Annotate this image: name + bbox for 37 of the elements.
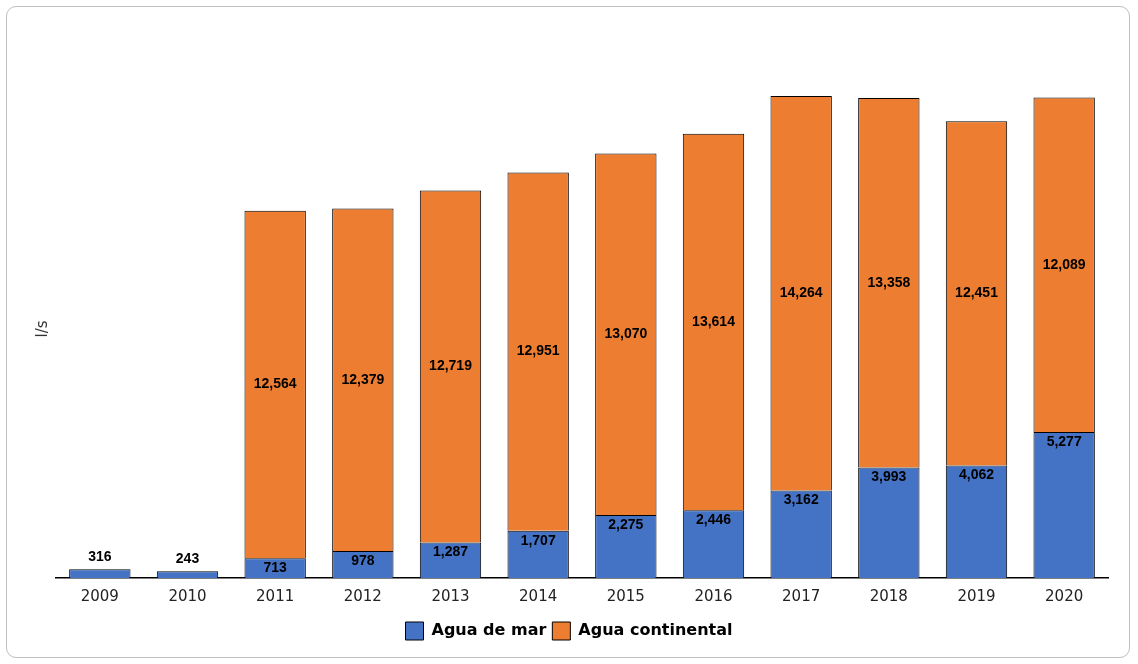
data-label: 4,062 — [958, 466, 995, 483]
data-label: 12,089 — [1042, 255, 1086, 272]
data-label: 12,379 — [341, 370, 385, 387]
x-tick-label: 2020 — [1045, 586, 1084, 605]
data-label: 243 — [175, 550, 200, 567]
x-tick-label: 2015 — [606, 586, 645, 605]
x-tick-label: 2009 — [80, 586, 119, 605]
x-tick-label: 2014 — [519, 586, 558, 605]
data-label: 13,614 — [692, 312, 736, 329]
data-label: 5,277 — [1046, 432, 1082, 449]
legend-label: Agua de mar — [431, 620, 547, 640]
data-label: 2,275 — [608, 515, 644, 532]
x-tick-label: 2019 — [957, 586, 996, 605]
data-label: 1,707 — [520, 531, 556, 548]
data-label: 1,287 — [432, 543, 469, 560]
x-tick-label: 2013 — [431, 586, 470, 605]
data-label: 12,451 — [955, 284, 999, 301]
data-label: 3,993 — [871, 468, 907, 485]
data-label: 14,264 — [779, 284, 823, 301]
x-tick-label: 2012 — [343, 586, 382, 605]
data-label: 13,070 — [604, 325, 648, 342]
data-label: 2,446 — [695, 511, 732, 528]
data-label: 713 — [263, 559, 288, 575]
x-tick-label: 2010 — [168, 586, 207, 605]
y-axis-title: l/s — [32, 320, 51, 338]
data-label: 978 — [351, 551, 375, 568]
x-tick-label: 2018 — [869, 586, 908, 605]
data-label: 12,564 — [253, 375, 297, 392]
data-label: 12,951 — [516, 342, 560, 359]
x-tick-label: 2017 — [782, 586, 821, 605]
data-label: 3,162 — [783, 491, 819, 508]
data-label: 12,719 — [429, 357, 473, 374]
legend-label: Agua continental — [578, 620, 733, 640]
data-label: 13,358 — [867, 273, 911, 290]
data-label: 316 — [88, 548, 112, 565]
x-tick-label: 2016 — [694, 586, 733, 605]
x-tick-label: 2011 — [256, 586, 295, 605]
